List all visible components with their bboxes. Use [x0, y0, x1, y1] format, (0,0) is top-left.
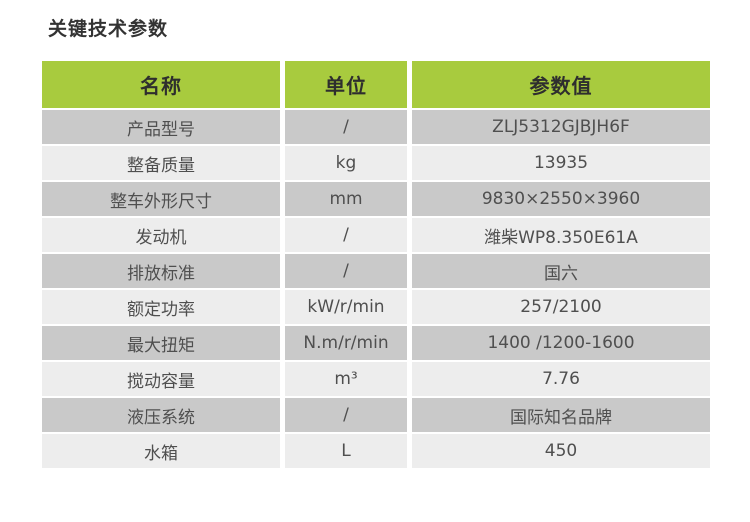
table-row: 液压系统 / 国际知名品牌 — [42, 398, 710, 432]
cell-unit: m³ — [285, 362, 407, 396]
table-row: 整备质量 kg 13935 — [42, 146, 710, 180]
cell-name: 整备质量 — [42, 146, 280, 180]
cell-unit: kW/r/min — [285, 290, 407, 324]
cell-name: 液压系统 — [42, 398, 280, 432]
cell-unit: mm — [285, 182, 407, 216]
table-header-row: 名称 单位 参数值 — [42, 61, 710, 108]
table-row: 整车外形尺寸 mm 9830×2550×3960 — [42, 182, 710, 216]
cell-name: 水箱 — [42, 434, 280, 468]
header-cell-unit: 单位 — [285, 61, 407, 108]
cell-unit: L — [285, 434, 407, 468]
table-row: 发动机 / 潍柴WP8.350E61A — [42, 218, 710, 252]
cell-value: 1400 /1200-1600 — [412, 326, 710, 360]
cell-name: 搅动容量 — [42, 362, 280, 396]
cell-value: ZLJ5312GJBJH6F — [412, 110, 710, 144]
cell-name: 产品型号 — [42, 110, 280, 144]
cell-unit: / — [285, 254, 407, 288]
page-title: 关键技术参数 — [48, 18, 169, 40]
cell-name: 整车外形尺寸 — [42, 182, 280, 216]
cell-value: 7.76 — [412, 362, 710, 396]
table-row: 产品型号 / ZLJ5312GJBJH6F — [42, 110, 710, 144]
cell-name: 额定功率 — [42, 290, 280, 324]
cell-value: 潍柴WP8.350E61A — [412, 218, 710, 252]
cell-value: 国际知名品牌 — [412, 398, 710, 432]
cell-name: 发动机 — [42, 218, 280, 252]
cell-unit: / — [285, 398, 407, 432]
cell-name: 最大扭矩 — [42, 326, 280, 360]
table-row: 排放标准 / 国六 — [42, 254, 710, 288]
header-cell-value: 参数值 — [412, 61, 710, 108]
table-row: 搅动容量 m³ 7.76 — [42, 362, 710, 396]
table-row: 额定功率 kW/r/min 257/2100 — [42, 290, 710, 324]
header-cell-name: 名称 — [42, 61, 280, 108]
spec-table: 名称 单位 参数值 产品型号 / ZLJ5312GJBJH6F 整备质量 kg … — [42, 61, 710, 468]
cell-value: 257/2100 — [412, 290, 710, 324]
cell-value: 国六 — [412, 254, 710, 288]
cell-value: 13935 — [412, 146, 710, 180]
cell-value: 9830×2550×3960 — [412, 182, 710, 216]
table-row: 水箱 L 450 — [42, 434, 710, 468]
cell-name: 排放标准 — [42, 254, 280, 288]
cell-unit: / — [285, 110, 407, 144]
cell-unit: N.m/r/min — [285, 326, 407, 360]
cell-value: 450 — [412, 434, 710, 468]
cell-unit: / — [285, 218, 407, 252]
table-row: 最大扭矩 N.m/r/min 1400 /1200-1600 — [42, 326, 710, 360]
cell-unit: kg — [285, 146, 407, 180]
